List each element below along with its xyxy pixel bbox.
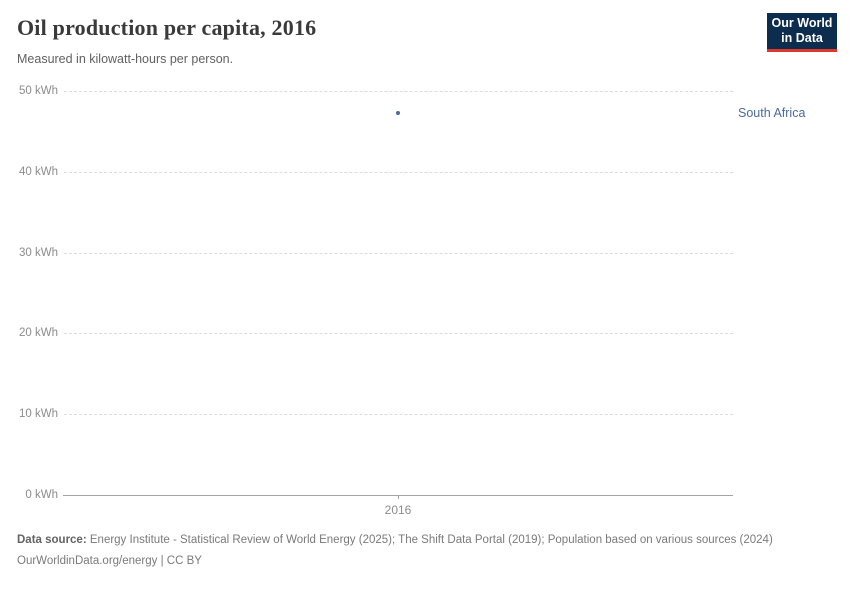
y-axis-tick-label: 40 kWh xyxy=(19,165,58,178)
data-source-line: Data source: Energy Institute - Statisti… xyxy=(17,532,812,548)
y-gridline xyxy=(64,91,733,92)
chart-title: Oil production per capita, 2016 xyxy=(17,15,317,40)
y-gridline xyxy=(64,333,733,335)
y-axis-tick-label: 20 kWh xyxy=(19,327,58,340)
data-source-label: Data source: xyxy=(17,534,87,546)
y-gridline xyxy=(64,414,733,416)
owid-logo-line2: in Data xyxy=(781,31,823,45)
y-axis-tick-label: 30 kWh xyxy=(19,246,58,259)
y-axis-tick-label: 10 kWh xyxy=(19,408,58,421)
y-axis-tick-label: 50 kWh xyxy=(19,85,58,97)
chart-footer: Data source: Energy Institute - Statisti… xyxy=(17,532,812,569)
owid-logo[interactable]: Our World in Data xyxy=(767,13,837,52)
citation-line[interactable]: OurWorldinData.org/energy | CC BY xyxy=(17,555,202,567)
y-axis-tick-label: 0 kWh xyxy=(25,489,58,501)
x-axis-tick-label: 2016 xyxy=(384,503,412,517)
data-point-south-africa[interactable] xyxy=(396,110,400,115)
x-axis-tick xyxy=(398,495,399,499)
y-gridline xyxy=(64,252,733,254)
chart-subtitle: Measured in kilowatt-hours per person. xyxy=(17,52,234,66)
owid-logo-line1: Our World xyxy=(771,16,833,30)
data-source-text: Energy Institute - Statistical Review of… xyxy=(89,534,773,546)
y-gridline xyxy=(64,171,733,173)
x-axis-line xyxy=(63,495,733,496)
series-label-south-africa[interactable]: South Africa xyxy=(738,105,806,120)
